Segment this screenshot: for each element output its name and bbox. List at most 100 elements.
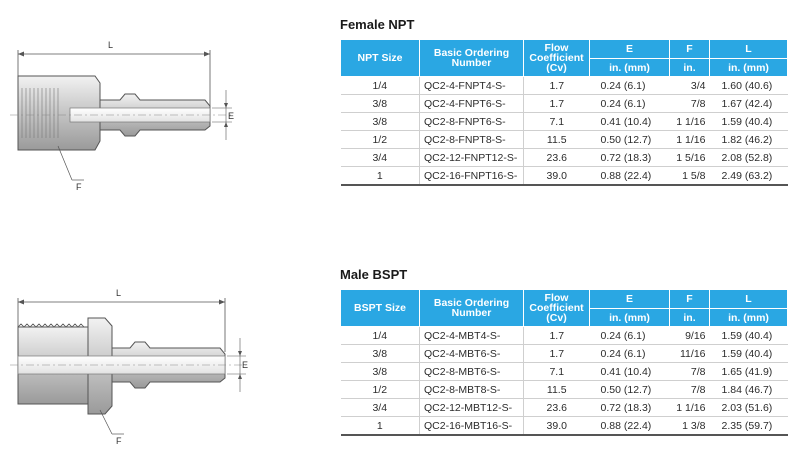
cell-size: 3/4: [340, 148, 420, 167]
cell-size: 3/8: [340, 344, 420, 363]
dimension-l: L: [17, 40, 211, 108]
cell-e: 0.24 (6.1): [589, 326, 670, 345]
cell-ordering-number: QC2-12-FNPT12-S-: [419, 148, 524, 167]
header-l-unit: in. (mm): [709, 308, 788, 327]
table-row: 1 QC2-16-FNPT16-S- 39.0 0.88 (22.4) 1 5/…: [340, 166, 788, 186]
cell-ordering-number: QC2-8-FNPT8-S-: [419, 130, 524, 149]
cell-flow: 11.5: [523, 380, 590, 399]
table-row: 1/4 QC2-4-FNPT4-S- 1.7 0.24 (6.1) 3/4 1.…: [340, 76, 788, 95]
header-l: L: [709, 289, 788, 309]
header-f-unit: in.: [669, 308, 710, 327]
cell-ordering-number: QC2-8-MBT6-S-: [419, 362, 524, 381]
cell-ordering-number: QC2-16-MBT16-S-: [419, 416, 524, 436]
cell-flow: 23.6: [523, 398, 590, 417]
cell-f: 1 1/16: [669, 112, 710, 131]
cell-flow: 1.7: [523, 326, 590, 345]
cell-flow: 7.1: [523, 112, 590, 131]
header-flow: Flow Coefficient (Cv): [523, 289, 590, 327]
male-bspt-table: BSPT Size Basic Ordering Number Flow Coe…: [340, 289, 788, 436]
table-row: 3/4 QC2-12-FNPT12-S- 23.6 0.72 (18.3) 1 …: [340, 148, 788, 167]
male-bspt-title: Male BSPT: [340, 267, 408, 282]
dimension-f: F: [99, 409, 124, 446]
cell-size: 1/4: [340, 76, 420, 95]
header-size: BSPT Size: [340, 289, 420, 327]
cell-e: 0.88 (22.4): [589, 166, 670, 186]
cell-size: 1: [340, 416, 420, 436]
cell-l: 2.35 (59.7): [709, 416, 788, 436]
header-f: F: [669, 39, 710, 59]
cell-e: 0.72 (18.3): [589, 148, 670, 167]
header-e-unit: in. (mm): [589, 308, 670, 327]
header-e-unit: in. (mm): [589, 58, 670, 77]
cell-l: 1.59 (40.4): [709, 112, 788, 131]
cell-ordering-number: QC2-12-MBT12-S-: [419, 398, 524, 417]
cell-f: 1 1/16: [669, 398, 710, 417]
cell-size: 1: [340, 166, 420, 186]
header-f-unit: in.: [669, 58, 710, 77]
cell-l: 2.03 (51.6): [709, 398, 788, 417]
table-row: 3/8 QC2-4-FNPT6-S- 1.7 0.24 (6.1) 7/8 1.…: [340, 94, 788, 113]
cell-e: 0.50 (12.7): [589, 130, 670, 149]
svg-text:F: F: [76, 182, 82, 192]
cell-l: 1.84 (46.7): [709, 380, 788, 399]
cell-l: 1.67 (42.4): [709, 94, 788, 113]
svg-text:F: F: [116, 436, 122, 446]
table-row: 3/8 QC2-4-MBT6-S- 1.7 0.24 (6.1) 11/16 1…: [340, 344, 788, 363]
header-flow: Flow Coefficient (Cv): [523, 39, 590, 77]
header-ordering: Basic Ordering Number: [419, 39, 524, 77]
cell-ordering-number: QC2-4-MBT6-S-: [419, 344, 524, 363]
cell-l: 1.59 (40.4): [709, 344, 788, 363]
cell-e: 0.41 (10.4): [589, 112, 670, 131]
dimension-f: F: [57, 145, 84, 192]
cell-size: 1/2: [340, 130, 420, 149]
cell-l: 1.59 (40.4): [709, 326, 788, 345]
cell-ordering-number: QC2-4-FNPT4-S-: [419, 76, 524, 95]
cell-flow: 7.1: [523, 362, 590, 381]
cell-f: 11/16: [669, 344, 710, 363]
cell-e: 0.24 (6.1): [589, 344, 670, 363]
cell-e: 0.41 (10.4): [589, 362, 670, 381]
cell-ordering-number: QC2-16-FNPT16-S-: [419, 166, 524, 186]
cell-e: 0.72 (18.3): [589, 398, 670, 417]
cell-l: 2.08 (52.8): [709, 148, 788, 167]
cell-f: 7/8: [669, 94, 710, 113]
cell-flow: 23.6: [523, 148, 590, 167]
header-f: F: [669, 289, 710, 309]
cell-size: 3/8: [340, 112, 420, 131]
dimension-e: E: [227, 338, 248, 392]
cell-flow: 1.7: [523, 94, 590, 113]
table-row: 3/4 QC2-12-MBT12-S- 23.6 0.72 (18.3) 1 1…: [340, 398, 788, 417]
cell-l: 1.82 (46.2): [709, 130, 788, 149]
header-l: L: [709, 39, 788, 59]
cell-l: 1.60 (40.6): [709, 76, 788, 95]
female-npt-title: Female NPT: [340, 17, 415, 32]
cell-l: 1.65 (41.9): [709, 362, 788, 381]
cell-ordering-number: QC2-4-MBT4-S-: [419, 326, 524, 345]
cell-f: 1 5/8: [669, 166, 710, 186]
dimension-l: L: [17, 288, 226, 352]
cell-ordering-number: QC2-8-FNPT6-S-: [419, 112, 524, 131]
cell-e: 0.88 (22.4): [589, 416, 670, 436]
cell-flow: 39.0: [523, 166, 590, 186]
cell-flow: 39.0: [523, 416, 590, 436]
female-npt-drawing: L E F: [0, 28, 240, 198]
cell-flow: 1.7: [523, 344, 590, 363]
header-ordering: Basic Ordering Number: [419, 289, 524, 327]
header-e: E: [589, 39, 670, 59]
table-row: 1/2 QC2-8-MBT8-S- 11.5 0.50 (12.7) 7/8 1…: [340, 380, 788, 399]
cell-f: 1 3/8: [669, 416, 710, 436]
table-row: 1/2 QC2-8-FNPT8-S- 11.5 0.50 (12.7) 1 1/…: [340, 130, 788, 149]
female-npt-table: NPT Size Basic Ordering Number Flow Coef…: [340, 39, 788, 186]
cell-f: 7/8: [669, 380, 710, 399]
cell-size: 3/8: [340, 94, 420, 113]
header-l-unit: in. (mm): [709, 58, 788, 77]
table-row: 1/4 QC2-4-MBT4-S- 1.7 0.24 (6.1) 9/16 1.…: [340, 326, 788, 345]
cell-flow: 1.7: [523, 76, 590, 95]
cell-f: 1 1/16: [669, 130, 710, 149]
cell-size: 1/2: [340, 380, 420, 399]
dimension-e: E: [212, 90, 234, 140]
cell-f: 7/8: [669, 362, 710, 381]
cell-e: 0.50 (12.7): [589, 380, 670, 399]
table-row: 3/8 QC2-8-FNPT6-S- 7.1 0.41 (10.4) 1 1/1…: [340, 112, 788, 131]
svg-text:E: E: [228, 111, 234, 121]
